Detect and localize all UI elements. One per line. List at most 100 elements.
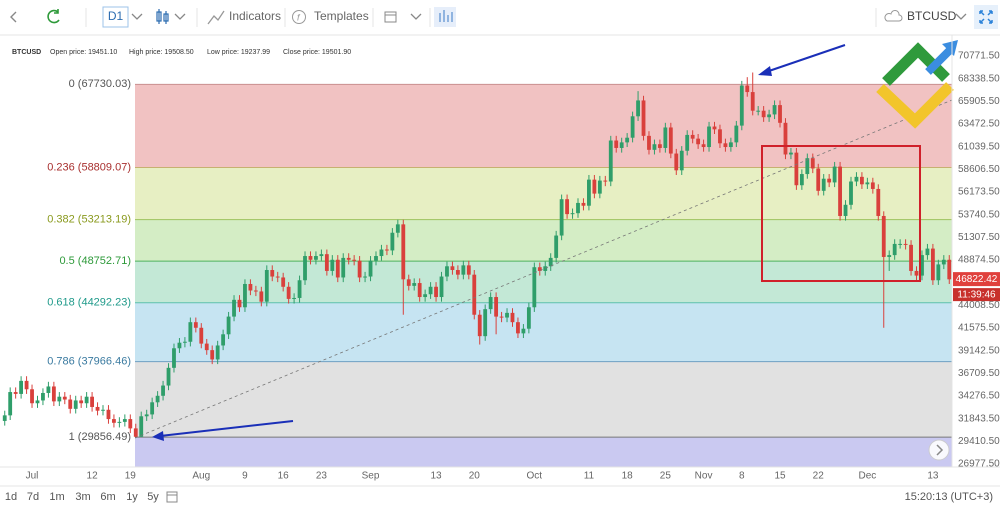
x-tick-label: Oct — [527, 471, 543, 482]
range-button[interactable]: 6m — [100, 491, 115, 503]
calendar-button[interactable] — [384, 11, 397, 23]
candle-body — [461, 265, 466, 275]
candle-body — [488, 297, 493, 310]
indicators-button[interactable]: Indicators — [229, 9, 281, 23]
range-button[interactable]: 7d — [27, 491, 39, 503]
y-tick-label: 58606.50 — [958, 164, 1000, 175]
refresh-button[interactable] — [47, 9, 60, 24]
candle-body — [532, 267, 537, 308]
templates-button[interactable]: Templates — [314, 9, 369, 23]
candle-body — [341, 257, 346, 278]
range-button[interactable]: 5y — [147, 491, 159, 503]
candle-body — [35, 400, 40, 404]
candle-body — [870, 182, 875, 189]
price-axis: 70771.50 68338.50 65905.50 63472.50 61039.50… — [958, 51, 1000, 470]
candle-body — [789, 152, 793, 155]
last-price-box — [953, 272, 1000, 287]
y-tick-label: 68338.50 — [958, 73, 1000, 84]
timeframe[interactable]: D1 — [108, 9, 124, 23]
x-tick-label: 25 — [660, 471, 672, 482]
candle-body — [330, 259, 335, 271]
candle-body — [794, 152, 799, 186]
time-axis: Jul 12 19 Aug 9 16 23 Sep 13 20 Oct 11 18 25 Nov 8 15 22 D… — [26, 471, 939, 482]
date-picker[interactable] — [166, 491, 178, 503]
candle-body — [641, 100, 646, 136]
candle-body — [19, 380, 24, 394]
candle-body — [13, 392, 18, 394]
y-tick-label: 44008.50 — [958, 300, 1000, 311]
x-tick-label: 9 — [242, 471, 248, 482]
x-tick-label: Aug — [192, 471, 210, 482]
candle-body — [625, 137, 630, 143]
candle-body — [548, 257, 553, 267]
range-button[interactable]: 3m — [75, 491, 90, 503]
candle-body — [95, 406, 100, 411]
candle-body — [172, 348, 176, 368]
candle-body — [182, 341, 187, 343]
volume-button-bg[interactable] — [434, 7, 456, 27]
fib-label: 0.618 (44292.23) — [47, 297, 131, 309]
candle-body — [614, 140, 619, 148]
candle-body — [723, 143, 728, 148]
info-close: Close price: 19501.90 — [283, 49, 351, 56]
candle-body — [865, 182, 870, 185]
candle-body — [477, 314, 482, 337]
collapse-button[interactable] — [10, 11, 17, 23]
candle-body — [707, 126, 711, 148]
indicators-icon[interactable] — [207, 10, 225, 25]
dropdown[interactable] — [131, 13, 143, 20]
candle-body — [281, 277, 286, 287]
candle-body — [368, 260, 373, 277]
templates-icon[interactable] — [292, 10, 306, 24]
y-tick-label: 65905.50 — [958, 96, 1000, 107]
candle-body — [308, 256, 313, 260]
dropdown[interactable] — [174, 13, 186, 20]
candle-body — [674, 153, 679, 171]
timeframe-box[interactable] — [102, 6, 129, 28]
candle-body — [663, 127, 668, 148]
dropdown[interactable] — [955, 13, 967, 20]
range-button[interactable]: 1d — [5, 491, 17, 503]
x-tick-label: 12 — [87, 471, 99, 482]
dropdown[interactable] — [410, 13, 422, 20]
fullscreen-button[interactable] — [974, 5, 998, 29]
y-tick-label: 48874.50 — [958, 255, 1000, 266]
candle-body — [379, 249, 384, 257]
candle-body — [783, 122, 788, 155]
scroll-button[interactable] — [928, 439, 950, 461]
candle-body — [510, 312, 515, 323]
candle-body — [565, 199, 569, 215]
range-button[interactable]: 1m — [49, 491, 64, 503]
y-tick-label: 53740.50 — [958, 209, 1000, 220]
candle-body — [357, 260, 362, 278]
symbol-selector[interactable]: BTCUSD — [907, 9, 957, 23]
candle-body — [516, 322, 520, 334]
candle-body — [243, 283, 247, 308]
volume-button[interactable] — [439, 10, 453, 22]
y-tick-label: 61039.50 — [958, 141, 1000, 152]
candle-body — [226, 316, 231, 335]
candle-body — [526, 307, 531, 329]
fib-label: 0.236 (58809.07) — [47, 161, 131, 173]
candle-body — [264, 270, 269, 302]
candle-body — [750, 92, 755, 111]
range-button[interactable]: 1y — [126, 491, 138, 503]
candle-body — [275, 276, 280, 278]
y-tick-label: 36709.50 — [958, 368, 1000, 379]
candle-body — [352, 259, 357, 261]
candle-body — [619, 142, 624, 148]
candle-body — [466, 265, 471, 275]
candle-body — [395, 224, 400, 233]
last-price-label: 46822.42 — [956, 274, 998, 285]
candle-body — [505, 312, 509, 318]
candle-body — [920, 255, 924, 276]
candle-body — [434, 286, 438, 298]
chart-type-button[interactable] — [156, 9, 169, 24]
x-tick-label: 15 — [774, 471, 786, 482]
candle-body — [930, 248, 935, 281]
candle-body — [772, 105, 777, 115]
candle-body — [412, 283, 417, 286]
candle-body — [554, 235, 559, 258]
candle-body — [898, 243, 903, 245]
templates-icon-glyph: f — [297, 12, 301, 22]
